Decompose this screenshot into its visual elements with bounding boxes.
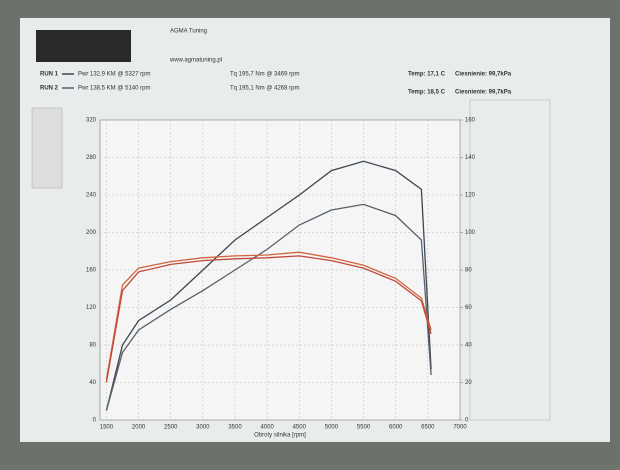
annotation: Temp: 18,5 C [408, 90, 446, 96]
annotation: Pwr 138,5 KM @ 5140 rpm [78, 86, 150, 92]
y2-tick-label: 60 [465, 305, 472, 311]
y2-tick-label: 0 [465, 418, 469, 424]
y-tick-label: 0 [93, 418, 97, 424]
y-tick-label: 120 [86, 305, 97, 311]
logo [36, 30, 131, 62]
y-tick-label: 80 [89, 343, 96, 349]
x-tick-label: 3500 [228, 425, 242, 431]
x-tick-label: 4000 [260, 425, 274, 431]
annotation: Temp: 17,1 C [408, 72, 446, 78]
legend-label: RUN 1 [40, 72, 59, 78]
y2-tick-label: 20 [465, 380, 472, 386]
x-tick-label: 4500 [293, 425, 307, 431]
y2-tick-label: 80 [465, 268, 472, 274]
y2-tick-label: 40 [465, 343, 472, 349]
y-tick-label: 40 [89, 380, 96, 386]
annotation: Ciesnienie: 99,7kPa [455, 72, 512, 78]
info-panel [469, 99, 551, 421]
series-line [105, 203, 432, 411]
y-tick-label: 160 [86, 268, 97, 274]
y2-tick-label: 120 [465, 193, 476, 199]
x-tick-label: 7000 [453, 425, 467, 431]
x-tick-label: 2500 [164, 425, 178, 431]
y2-tick-label: 140 [465, 155, 476, 161]
x-tick-label: 1500 [100, 425, 114, 431]
website: www.agmatuning.pl [169, 58, 222, 64]
legend-label: RUN 2 [40, 86, 59, 92]
series-line [105, 251, 432, 380]
y2-tick-label: 160 [465, 118, 476, 124]
y2-tick-label: 100 [465, 230, 476, 236]
x-tick-label: 5500 [357, 425, 371, 431]
brand: AGMA Tuning [170, 29, 207, 35]
x-tick-label: 6500 [421, 425, 435, 431]
annotation: Tq 195,1 Nm @ 4268 rpm [230, 86, 299, 92]
annotation: Tq 195,7 Nm @ 3469 rpm [230, 72, 299, 78]
x-tick-label: 2000 [132, 425, 146, 431]
legend-box [31, 107, 63, 189]
y-tick-label: 280 [86, 155, 97, 161]
series-line [105, 160, 432, 411]
x-tick-label: 5000 [325, 425, 339, 431]
series-line [105, 255, 432, 383]
annotation: Pwr 132,9 KM @ 5327 rpm [78, 72, 150, 78]
annotation: Ciesnienie: 99,7kPa [455, 90, 512, 96]
y-tick-label: 200 [86, 230, 97, 236]
x-axis-label: Obroty silnika [rpm] [254, 433, 306, 439]
x-tick-label: 6000 [389, 425, 403, 431]
y-tick-label: 320 [86, 118, 97, 124]
y-tick-label: 240 [86, 193, 97, 199]
x-tick-label: 3000 [196, 425, 210, 431]
